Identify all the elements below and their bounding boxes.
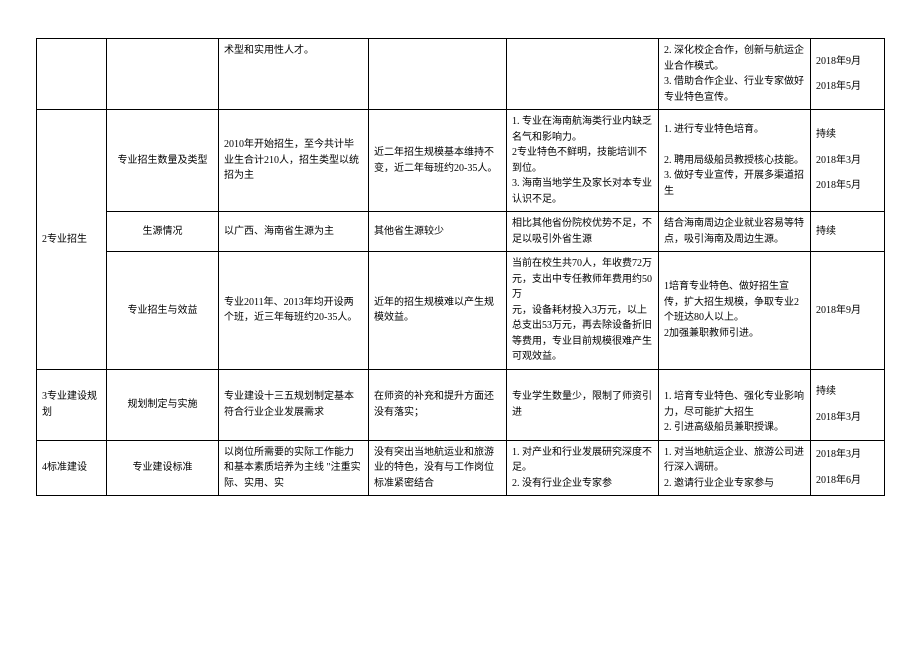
cell: 1培育专业特色、做好招生宣传，扩大招生规模，争取专业2个班达80人以上。2加强兼… <box>659 252 811 370</box>
cell: 专业学生数量少，限制了师资引进 <box>507 369 659 440</box>
group-cell: 2专业招生 <box>37 110 107 370</box>
cell: 其他省生源较少 <box>369 212 507 252</box>
cell: 1. 进行专业特色培育。2. 聘用局级船员教授核心技能。3. 做好专业宣传，开展… <box>659 110 811 212</box>
cell: 以广西、海南省生源为主 <box>219 212 369 252</box>
cell: 持续 2018年3月 <box>811 369 885 440</box>
table-row: 2专业招生 专业招生数量及类型 2010年开始招生，至今共计毕业生合计210人，… <box>37 110 885 212</box>
cell: 1. 对产业和行业发展研究深度不足。2. 没有行业企业专家参 <box>507 440 659 496</box>
cell: 1. 培育专业特色、强化专业影响力，尽可能扩大招生2. 引进高级船员兼职授课。 <box>659 369 811 440</box>
cell: 2018年9月 2018年5月 <box>811 39 885 110</box>
cell <box>37 39 107 110</box>
date-text: 2018年5月 <box>816 178 879 194</box>
cell <box>369 39 507 110</box>
cell: 专业招生与效益 <box>107 252 219 370</box>
cell: 结合海南周边企业就业容易等特点，吸引海南及周边生源。 <box>659 212 811 252</box>
cell: 规划制定与实施 <box>107 369 219 440</box>
cell: 2018年9月 <box>811 252 885 370</box>
date-text: 2018年3月 <box>816 410 879 426</box>
date-text: 2018年5月 <box>816 79 879 95</box>
cell: 2010年开始招生，至今共计毕业生合计210人，招生类型以统招为主 <box>219 110 369 212</box>
group-cell: 4标准建设 <box>37 440 107 496</box>
cell: 1. 对当地航运企业、旅游公司进行深入调研。2. 邀请行业企业专家参与 <box>659 440 811 496</box>
cell <box>107 39 219 110</box>
date-text: 持续 <box>816 384 879 400</box>
date-text: 2018年6月 <box>816 473 879 489</box>
table-row: 生源情况 以广西、海南省生源为主 其他省生源较少 相比其他省份院校优势不足，不足… <box>37 212 885 252</box>
cell: 专业建设十三五规划制定基本符合行业企业发展需求 <box>219 369 369 440</box>
cell: 以岗位所需要的实际工作能力和基本素质培养为主线 "注重实际、实用、实 <box>219 440 369 496</box>
cell <box>507 39 659 110</box>
cell: 术型和实用性人才。 <box>219 39 369 110</box>
date-text: 2018年3月 <box>816 447 879 463</box>
cell: 专业2011年、2013年均开设两个班，近三年每班约20-35人。 <box>219 252 369 370</box>
cell: 在师资的补充和提升方面还没有落实； <box>369 369 507 440</box>
data-table: 术型和实用性人才。 2. 深化校企合作，创新与航运企业合作模式。3. 借助合作企… <box>36 38 885 496</box>
cell: 1. 专业在海南航海类行业内缺乏名气和影响力。2专业特色不鲜明，技能培训不到位。… <box>507 110 659 212</box>
cell: 2. 深化校企合作，创新与航运企业合作模式。3. 借助合作企业、行业专家做好专业… <box>659 39 811 110</box>
table-row: 4标准建设 专业建设标准 以岗位所需要的实际工作能力和基本素质培养为主线 "注重… <box>37 440 885 496</box>
cell: 没有突出当地航运业和旅游业的特色，没有与工作岗位标准紧密结合 <box>369 440 507 496</box>
date-text: 2018年3月 <box>816 153 879 169</box>
cell: 专业建设标准 <box>107 440 219 496</box>
group-cell: 3专业建设规划 <box>37 369 107 440</box>
cell: 当前在校生共70人，年收费72万元，支出中专任教师年费用约50万元，设备耗材投入… <box>507 252 659 370</box>
cell: 生源情况 <box>107 212 219 252</box>
cell: 近二年招生规模基本维持不变，近二年每班约20-35人。 <box>369 110 507 212</box>
cell: 相比其他省份院校优势不足，不足以吸引外省生源 <box>507 212 659 252</box>
cell: 2018年3月 2018年6月 <box>811 440 885 496</box>
cell: 专业招生数量及类型 <box>107 110 219 212</box>
table-row: 3专业建设规划 规划制定与实施 专业建设十三五规划制定基本符合行业企业发展需求 … <box>37 369 885 440</box>
date-text: 持续 <box>816 127 879 143</box>
table-row: 专业招生与效益 专业2011年、2013年均开设两个班，近三年每班约20-35人… <box>37 252 885 370</box>
date-text: 2018年9月 <box>816 54 879 70</box>
cell: 持续 <box>811 212 885 252</box>
cell: 近年的招生规模难以产生规模效益。 <box>369 252 507 370</box>
table-row: 术型和实用性人才。 2. 深化校企合作，创新与航运企业合作模式。3. 借助合作企… <box>37 39 885 110</box>
cell: 持续 2018年3月 2018年5月 <box>811 110 885 212</box>
page-container: 术型和实用性人才。 2. 深化校企合作，创新与航运企业合作模式。3. 借助合作企… <box>0 0 920 516</box>
